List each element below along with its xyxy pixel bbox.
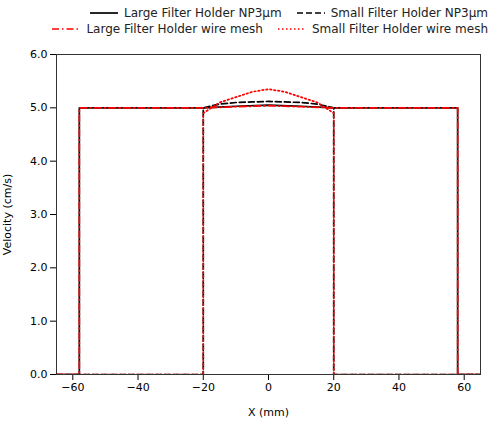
svg-text:1.0: 1.0 bbox=[30, 315, 48, 328]
svg-text:−60: −60 bbox=[61, 381, 84, 394]
svg-text:0.0: 0.0 bbox=[30, 368, 48, 381]
svg-text:4.0: 4.0 bbox=[30, 155, 48, 168]
svg-text:40: 40 bbox=[392, 381, 406, 394]
svg-text:6.0: 6.0 bbox=[30, 48, 48, 61]
svg-text:5.0: 5.0 bbox=[30, 101, 48, 114]
svg-text:−20: −20 bbox=[192, 381, 215, 394]
svg-text:60: 60 bbox=[457, 381, 471, 394]
svg-text:0: 0 bbox=[265, 381, 272, 394]
svg-text:X (mm): X (mm) bbox=[248, 406, 289, 419]
html-text:Small Filter Holder wire mesh: Small Filter Holder wire mesh bbox=[311, 22, 488, 36]
html-text:Large Filter Holder NP3μm: Large Filter Holder NP3μm bbox=[124, 6, 282, 20]
html-text:Small Filter Holder NP3μm: Small Filter Holder NP3μm bbox=[330, 6, 488, 20]
svg-text:20: 20 bbox=[327, 381, 341, 394]
html-text:Large Filter Holder wire mesh: Large Filter Holder wire mesh bbox=[86, 22, 263, 36]
svg-text:−40: −40 bbox=[126, 381, 149, 394]
svg-text:3.0: 3.0 bbox=[30, 208, 48, 221]
svg-text:2.0: 2.0 bbox=[30, 261, 48, 274]
svg-text:Velocity (cm/s): Velocity (cm/s) bbox=[1, 174, 14, 255]
